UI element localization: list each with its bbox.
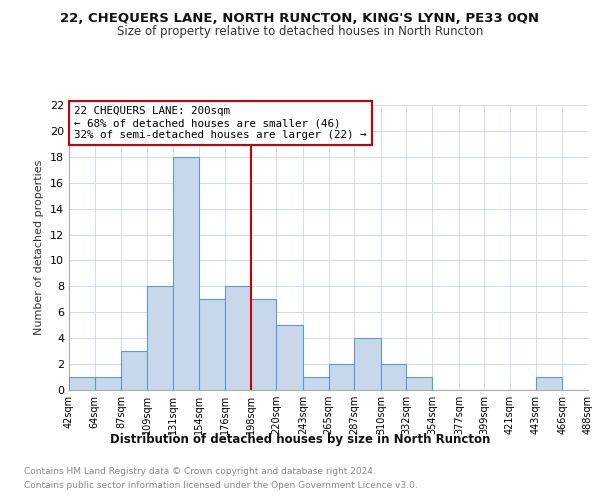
Text: Distribution of detached houses by size in North Runcton: Distribution of detached houses by size …: [110, 432, 490, 446]
Bar: [69, 377, 95, 390]
Bar: [121, 351, 147, 390]
Bar: [225, 286, 251, 390]
Bar: [276, 325, 303, 390]
Y-axis label: Number of detached properties: Number of detached properties: [34, 160, 44, 335]
Bar: [303, 377, 329, 390]
Bar: [536, 377, 562, 390]
Bar: [147, 286, 173, 390]
Bar: [199, 300, 225, 390]
Bar: [329, 364, 354, 390]
Text: Contains public sector information licensed under the Open Government Licence v3: Contains public sector information licen…: [24, 481, 418, 490]
Text: 22 CHEQUERS LANE: 200sqm
← 68% of detached houses are smaller (46)
32% of semi-d: 22 CHEQUERS LANE: 200sqm ← 68% of detach…: [74, 106, 367, 140]
Bar: [354, 338, 381, 390]
Bar: [95, 377, 121, 390]
Text: Contains HM Land Registry data © Crown copyright and database right 2024.: Contains HM Land Registry data © Crown c…: [24, 468, 376, 476]
Text: Size of property relative to detached houses in North Runcton: Size of property relative to detached ho…: [117, 25, 483, 38]
Bar: [381, 364, 406, 390]
Text: 22, CHEQUERS LANE, NORTH RUNCTON, KING'S LYNN, PE33 0QN: 22, CHEQUERS LANE, NORTH RUNCTON, KING'S…: [61, 12, 539, 26]
Bar: [406, 377, 432, 390]
Bar: [173, 157, 199, 390]
Bar: [251, 300, 276, 390]
